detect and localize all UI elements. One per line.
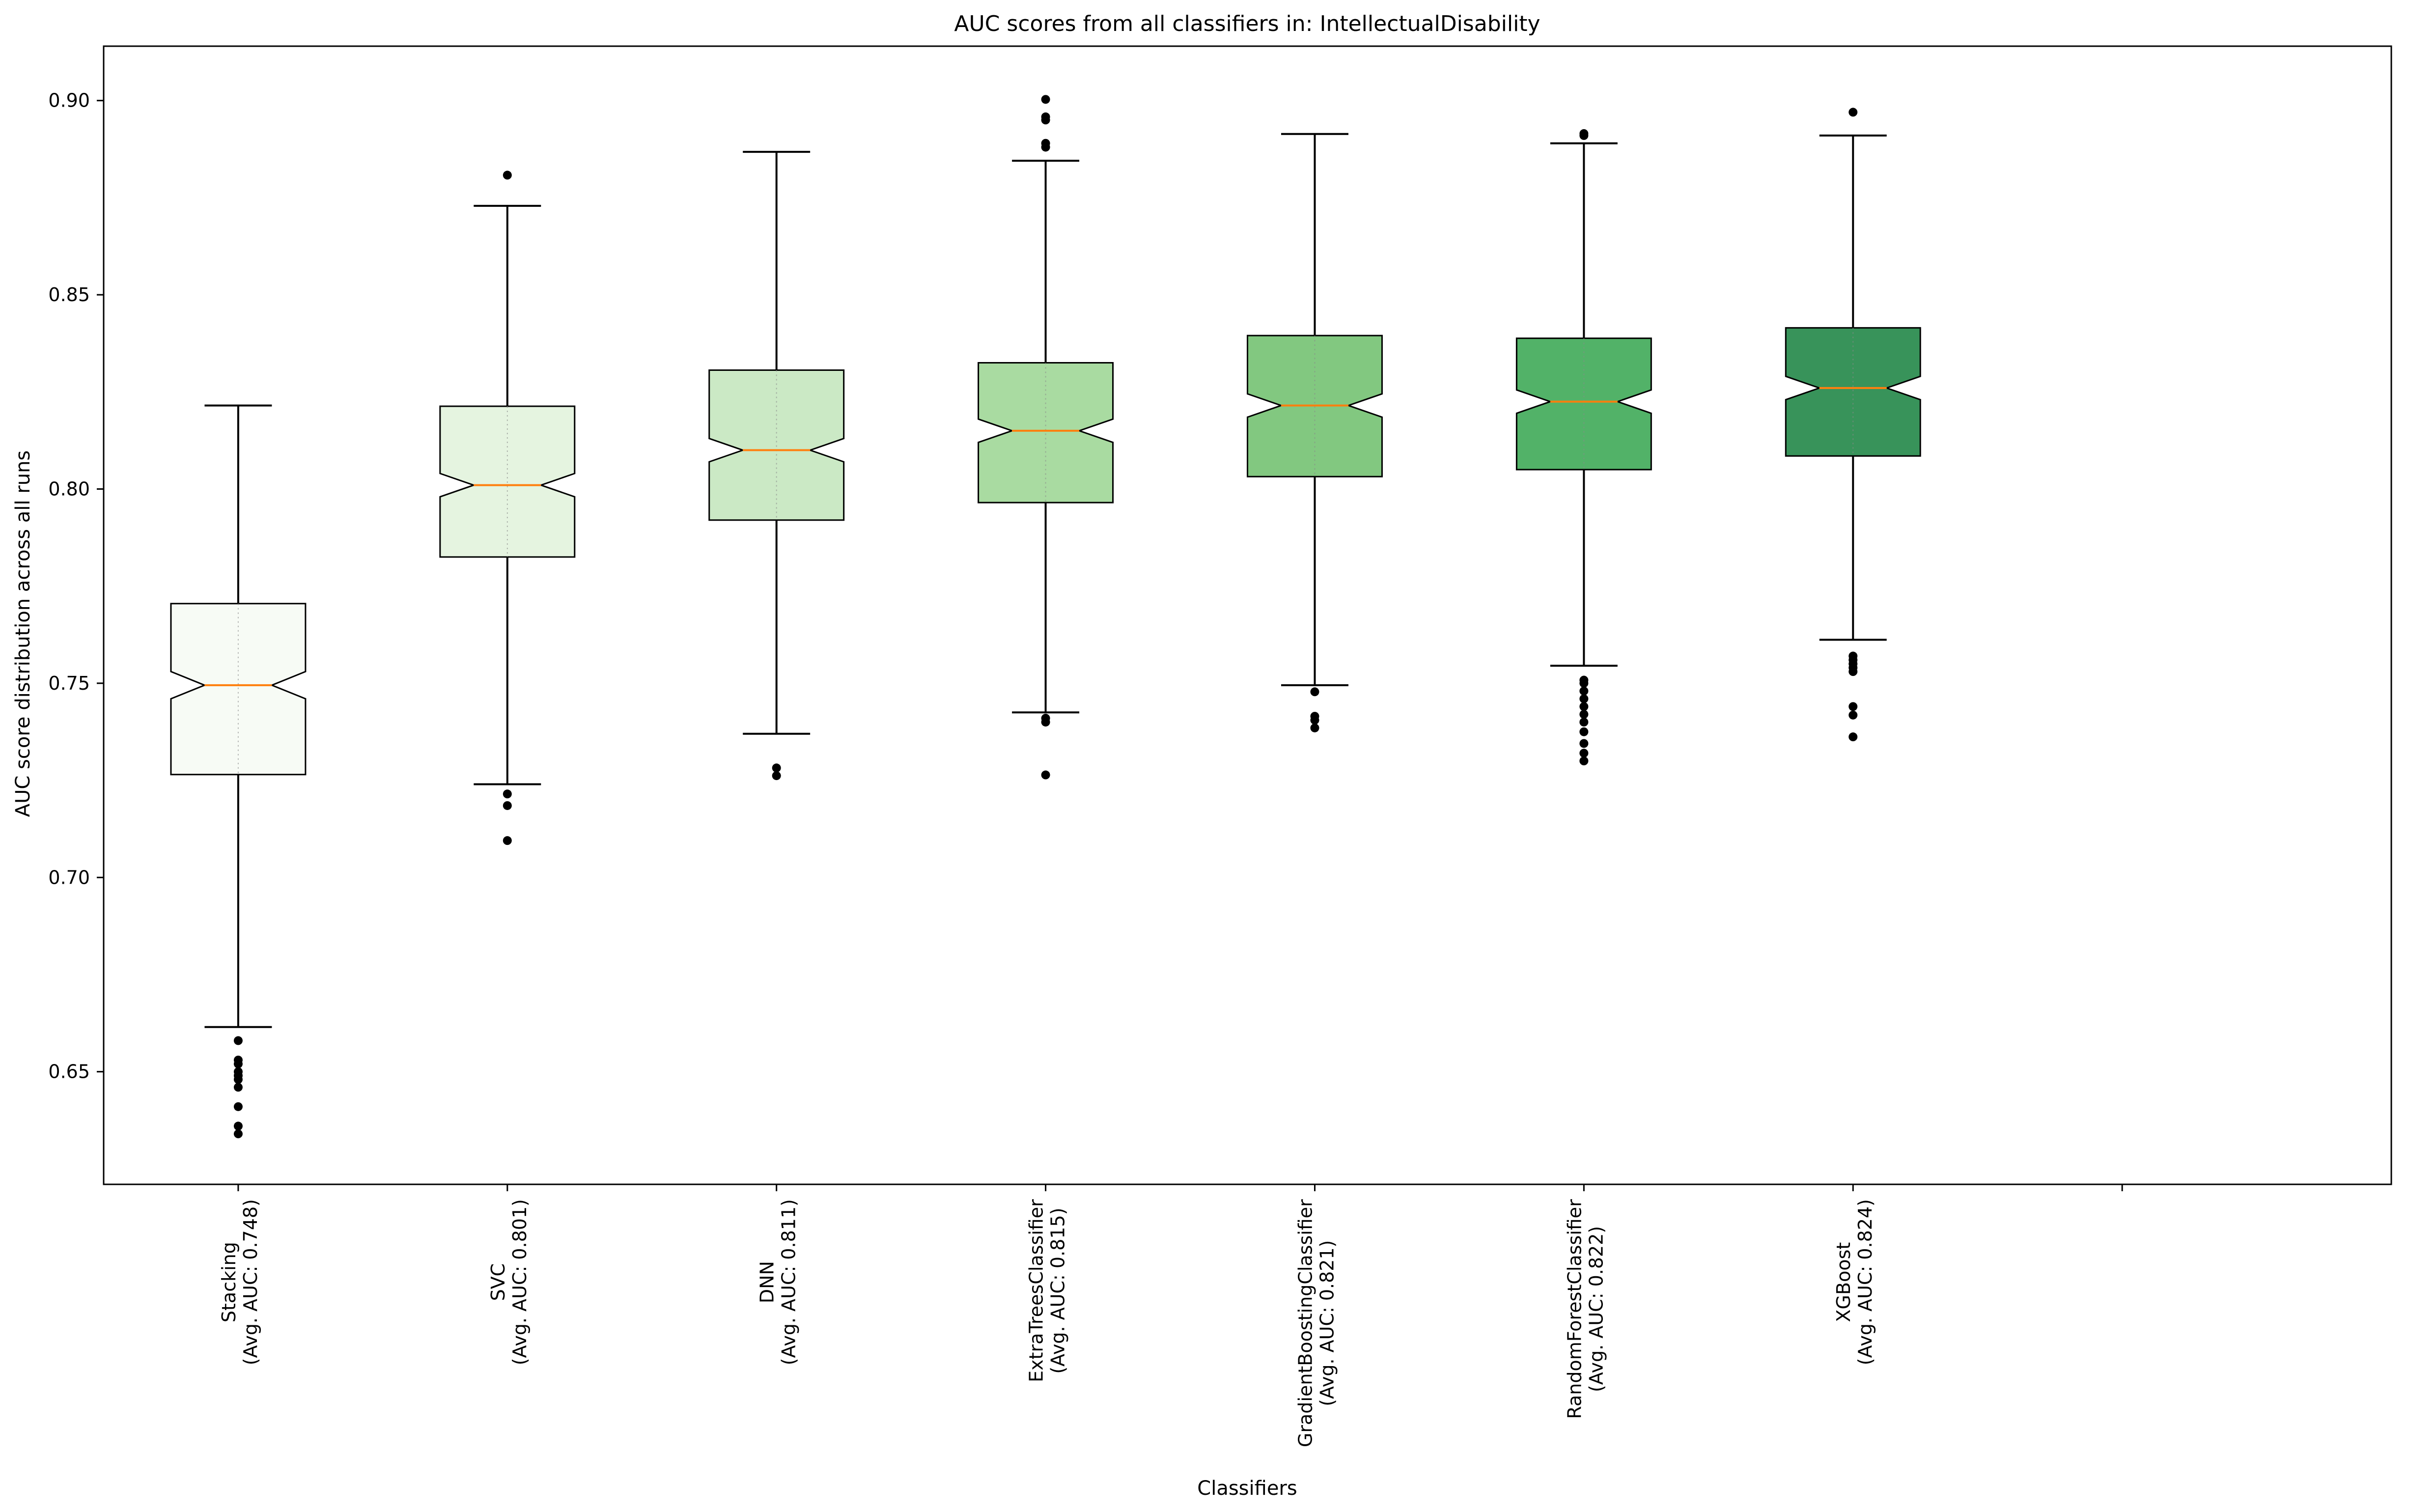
- outlier-point: [1579, 129, 1589, 138]
- category-avg-auc: (Avg. AUC: 0.815): [1047, 1207, 1069, 1373]
- y-tick-label: 0.90: [48, 90, 90, 112]
- outlier-point: [1579, 675, 1589, 685]
- outlier-point: [233, 1102, 243, 1111]
- outlier-point: [503, 170, 512, 180]
- category-name: DNN: [756, 1261, 778, 1303]
- outlier-point: [1579, 694, 1589, 703]
- x-tick-label: SVC(Avg. AUC: 0.801): [487, 1199, 531, 1365]
- box-ExtraTreesClassifier: [978, 362, 1114, 504]
- outlier-point: [1849, 710, 1858, 720]
- outlier-point: [503, 836, 512, 845]
- outlier-point: [503, 789, 512, 799]
- outlier-point: [1849, 651, 1858, 661]
- category-name: ExtraTreesClassifier: [1026, 1199, 1047, 1382]
- outlier-point: [1310, 723, 1319, 732]
- outlier-point: [1849, 108, 1858, 117]
- outlier-point: [1041, 95, 1050, 104]
- y-tick-label: 0.85: [48, 284, 90, 306]
- x-tick-label: DNN(Avg. AUC: 0.811): [756, 1199, 800, 1365]
- outlier-point: [1041, 112, 1050, 121]
- box-XGBoost: [1785, 327, 1921, 457]
- y-tick-label: 0.75: [48, 672, 90, 694]
- category-avg-auc: (Avg. AUC: 0.801): [509, 1199, 531, 1365]
- outlier-point: [233, 1121, 243, 1131]
- category-avg-auc: (Avg. AUC: 0.748): [240, 1199, 261, 1365]
- outlier-point: [1041, 770, 1050, 780]
- outlier-point: [1041, 139, 1050, 148]
- x-tick-label: RandomForestClassifier(Avg. AUC: 0.822): [1564, 1199, 1607, 1419]
- category-avg-auc: (Avg. AUC: 0.821): [1316, 1240, 1338, 1406]
- box-RandomForestClassifier: [1515, 337, 1652, 471]
- outlier-point: [1579, 717, 1589, 727]
- outlier-point: [1310, 687, 1319, 697]
- x-tick-label: ExtraTreesClassifier(Avg. AUC: 0.815): [1026, 1199, 1069, 1382]
- outlier-point: [233, 1055, 243, 1064]
- category-name: Stacking: [218, 1242, 240, 1322]
- outlier-point: [1579, 702, 1589, 711]
- y-tick-label: 0.80: [48, 478, 90, 500]
- outlier-point: [233, 1083, 243, 1092]
- outlier-point: [1579, 749, 1589, 758]
- y-axis-label: AUC score distribution across all runs: [12, 450, 34, 817]
- outlier-point: [1849, 732, 1858, 742]
- category-name: RandomForestClassifier: [1564, 1199, 1585, 1419]
- box-DNN: [708, 369, 845, 521]
- chart-title: AUC scores from all classifiers in: Inte…: [954, 11, 1540, 36]
- outlier-point: [1579, 686, 1589, 696]
- outlier-point: [1579, 710, 1589, 719]
- outlier-point: [1579, 727, 1589, 736]
- outlier-point: [503, 801, 512, 810]
- category-name: GradientBoostingClassifier: [1294, 1199, 1316, 1447]
- x-tick-label: XGBoost(Avg. AUC: 0.824): [1833, 1199, 1876, 1365]
- outlier-point: [233, 1129, 243, 1139]
- outlier-point: [1579, 756, 1589, 766]
- category-name: SVC: [487, 1263, 509, 1301]
- y-tick-label: 0.70: [48, 867, 90, 888]
- category-avg-auc: (Avg. AUC: 0.822): [1585, 1226, 1607, 1392]
- outlier-point: [772, 763, 781, 773]
- outlier-point: [233, 1067, 243, 1076]
- axes-frame: [103, 45, 2392, 1185]
- outlier-point: [1849, 702, 1858, 711]
- category-name: XGBoost: [1833, 1242, 1854, 1322]
- outlier-point: [1579, 739, 1589, 748]
- x-tick-label: GradientBoostingClassifier(Avg. AUC: 0.8…: [1294, 1199, 1338, 1447]
- x-tick-label: Stacking(Avg. AUC: 0.748): [218, 1199, 261, 1365]
- y-tick-label: 0.65: [48, 1061, 90, 1083]
- category-avg-auc: (Avg. AUC: 0.811): [778, 1199, 800, 1365]
- outlier-point: [1310, 712, 1319, 721]
- outlier-point: [233, 1036, 243, 1045]
- outlier-point: [1041, 714, 1050, 723]
- x-axis-label: Classifiers: [1197, 1477, 1297, 1500]
- category-avg-auc: (Avg. AUC: 0.824): [1854, 1199, 1876, 1365]
- outlier-point: [772, 771, 781, 781]
